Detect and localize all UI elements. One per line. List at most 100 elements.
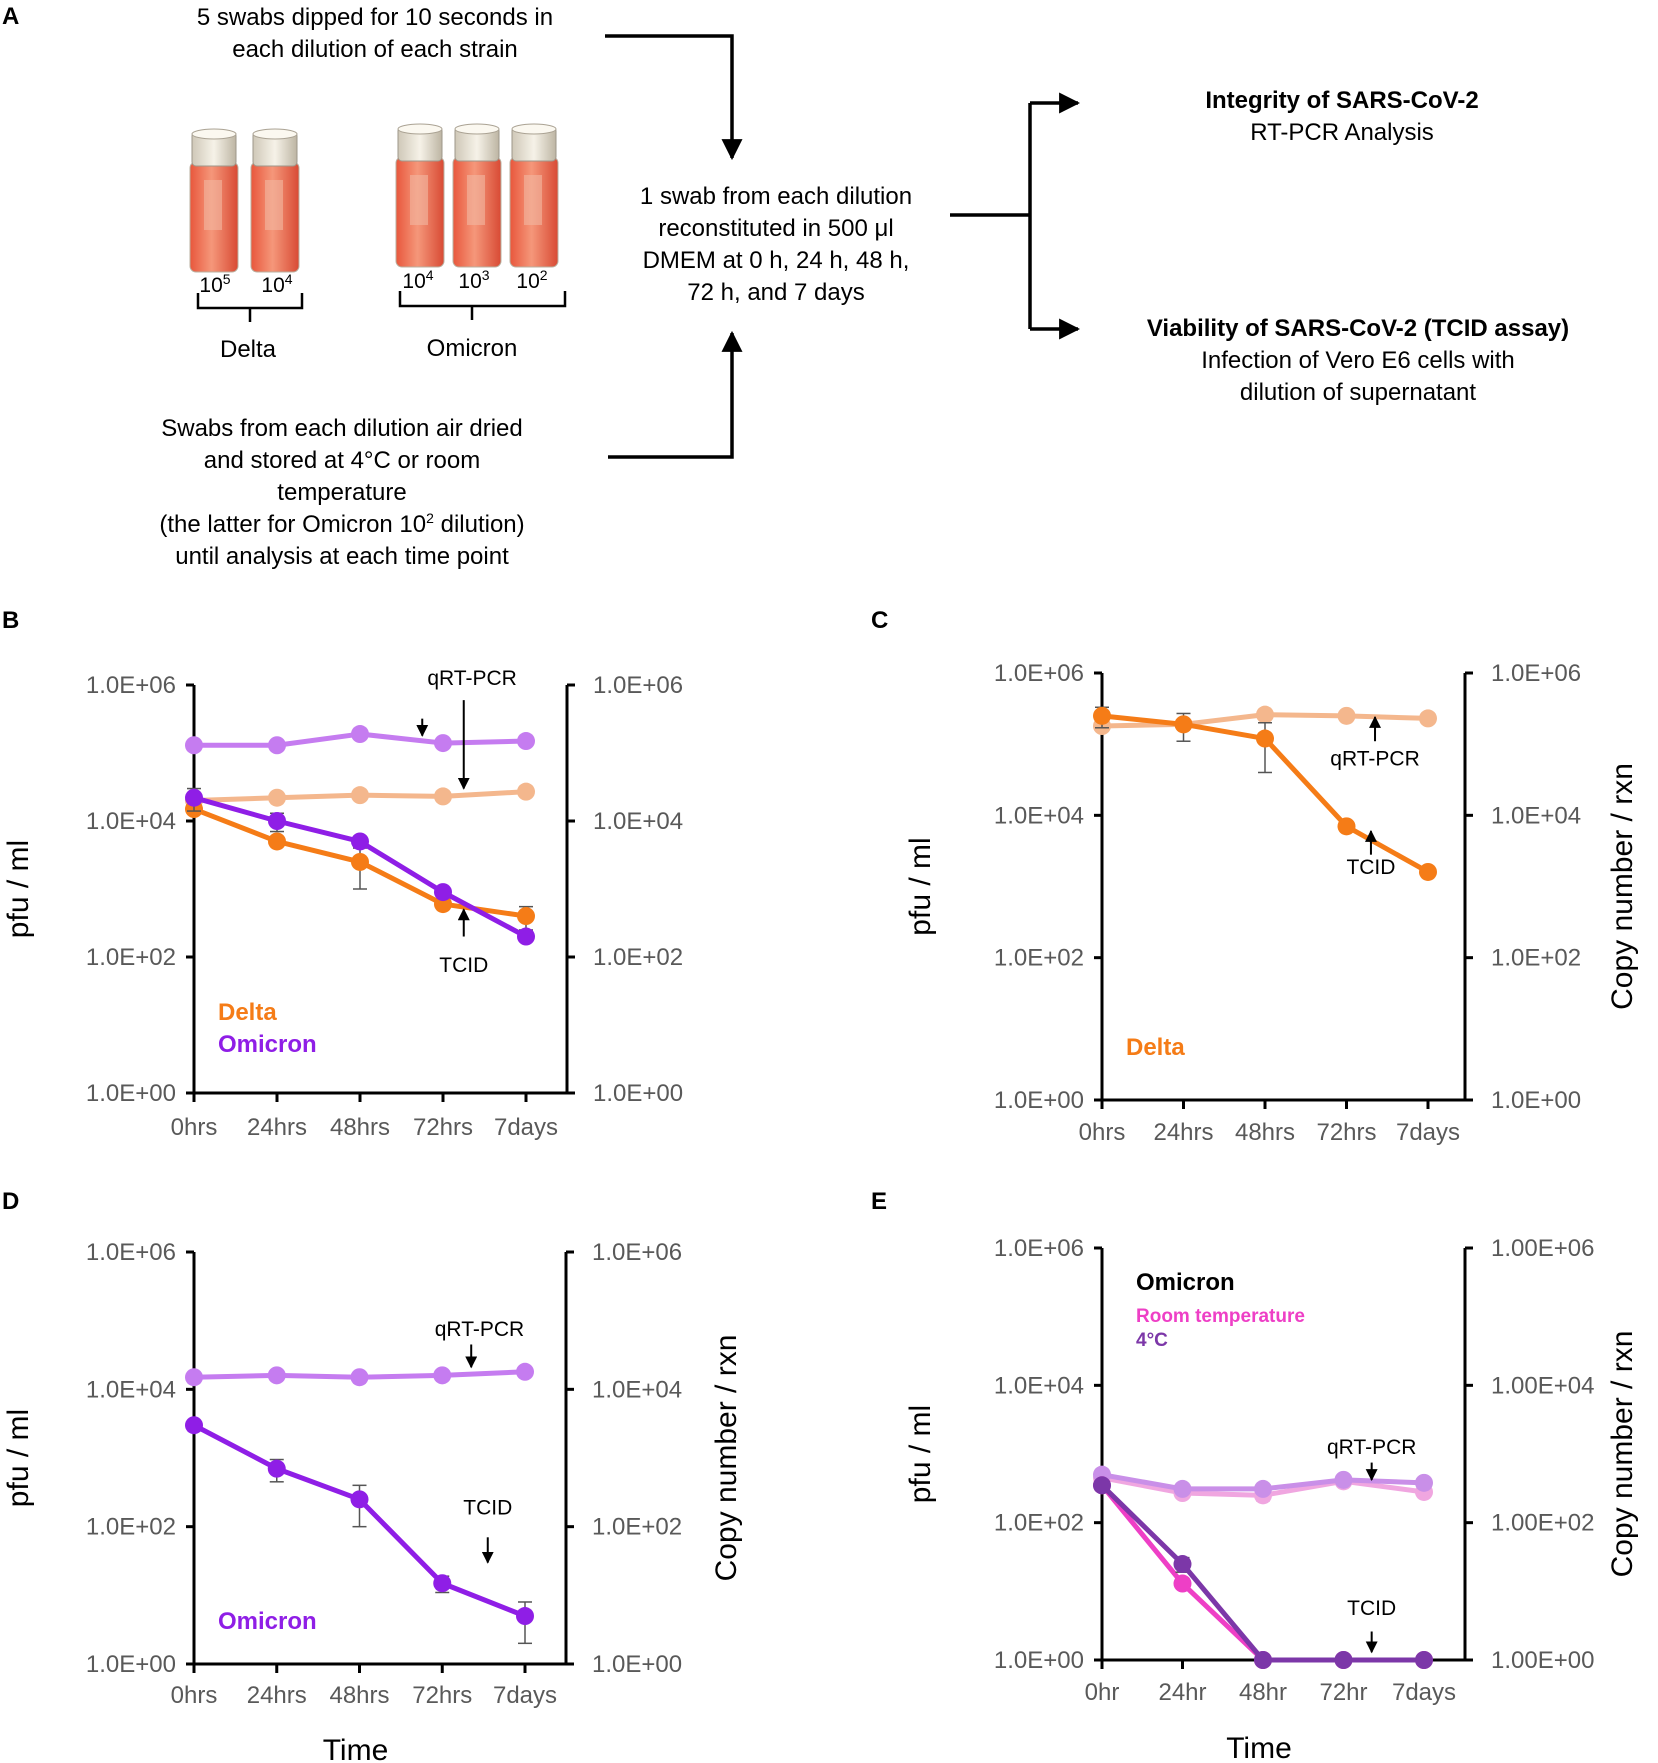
x-tick-label: 7days bbox=[1392, 1679, 1456, 1706]
legend-entry: 4°C bbox=[1136, 1330, 1168, 1351]
legend-entry: Room temperature bbox=[1136, 1306, 1305, 1327]
annotation-qrt-pcr: qRT-PCR bbox=[1330, 715, 1420, 771]
data-point bbox=[517, 927, 535, 946]
top-to-reconstitution-arrow bbox=[605, 34, 743, 161]
data-point bbox=[1337, 817, 1356, 836]
data-point bbox=[185, 1368, 203, 1387]
y-axis-label: pfu / ml bbox=[2, 1409, 35, 1507]
x-axis-label: Time bbox=[1226, 1732, 1292, 1763]
x-tick-label: 48hrs bbox=[1235, 1119, 1295, 1146]
storage-text-line-5: until analysis at each time point bbox=[175, 543, 509, 570]
x-tick-label: 0hrs bbox=[171, 1682, 218, 1709]
legend-entry: Delta bbox=[1126, 1034, 1185, 1061]
sample-tube bbox=[395, 123, 445, 268]
legend-entry: Delta bbox=[218, 999, 277, 1026]
y-tick-label-right: 1.0E+00 bbox=[593, 1080, 683, 1107]
data-point bbox=[1173, 1555, 1192, 1574]
series-delta-pfu bbox=[1093, 706, 1437, 881]
legend-entry: Omicron bbox=[218, 1608, 317, 1635]
storage-text-line-2: and stored at 4°C or room bbox=[204, 447, 480, 474]
annotation-tcid: TCID bbox=[1346, 829, 1395, 879]
reconstitution-text-line-4: 72 h, and 7 days bbox=[687, 279, 864, 306]
x-tick-label: 0hrs bbox=[1079, 1119, 1126, 1146]
y-axis-label: pfu / ml bbox=[904, 1405, 937, 1503]
data-point bbox=[1174, 715, 1193, 734]
panel-letter-d: D bbox=[2, 1188, 19, 1215]
y-tick-label-right: 1.0E+00 bbox=[1491, 1087, 1581, 1114]
reconstitution-text-line-1: 1 swab from each dilution bbox=[640, 183, 912, 210]
tube-label bbox=[524, 175, 542, 225]
tube-cap-top bbox=[397, 123, 443, 135]
y-axis-label: pfu / ml bbox=[2, 840, 35, 938]
chart-panel-c: 1.0E+00 1.0E+00 1.0E+02 1.0E+02 1.0E+04 1.0E+… bbox=[904, 660, 1639, 1146]
x-tick-label: 7days bbox=[494, 1114, 558, 1141]
data-point bbox=[268, 736, 286, 755]
y-tick-label-right: 1.00E+06 bbox=[1491, 1235, 1594, 1262]
series-delta-copy-number bbox=[185, 782, 535, 810]
data-point bbox=[1334, 1470, 1353, 1489]
data-point bbox=[1173, 1479, 1192, 1498]
y-tick-label-right: 1.0E+00 bbox=[592, 1651, 682, 1678]
delta-brace bbox=[196, 293, 304, 322]
y-tick-label-left: 1.0E+02 bbox=[994, 1510, 1084, 1537]
data-point bbox=[433, 1366, 452, 1385]
data-point bbox=[517, 782, 535, 801]
panel-letter-b: B bbox=[2, 607, 19, 634]
x-tick-label: 72hr bbox=[1319, 1679, 1367, 1706]
series-omicron-copy-number bbox=[185, 725, 535, 755]
chart-panel-b: 1.0E+00 1.0E+00 1.0E+02 1.0E+02 1.0E+04 1.0E+… bbox=[2, 667, 683, 1141]
y-tick-label-left: 1.0E+00 bbox=[86, 1651, 176, 1678]
y-tick-label-right: 1.0E+02 bbox=[1491, 945, 1581, 972]
data-point bbox=[1415, 1473, 1433, 1492]
tube-cap-top bbox=[191, 128, 237, 140]
integrity-title: Integrity of SARS-CoV-2 bbox=[1205, 87, 1478, 114]
data-point bbox=[351, 786, 369, 805]
tube-label bbox=[204, 180, 222, 230]
storage-text-line-3: temperature bbox=[277, 479, 406, 506]
y-tick-label-right: 1.00E+04 bbox=[1491, 1372, 1594, 1399]
reconstitution-text-line-3: DMEM at 0 h, 24 h, 48 h, bbox=[643, 247, 910, 274]
tube-cap-top bbox=[454, 123, 500, 135]
omicron-group-label: Omicron bbox=[427, 335, 518, 362]
data-point bbox=[350, 1490, 369, 1509]
annotation-qrt-pcr: qRT-PCR bbox=[1327, 1436, 1416, 1482]
y-tick-label-left: 1.0E+02 bbox=[86, 944, 176, 971]
y-tick-label-left: 1.0E+04 bbox=[86, 1376, 176, 1403]
delta-dilution-labels: 105 104 bbox=[199, 271, 292, 297]
x-axis-label: Time bbox=[323, 1734, 389, 1763]
y-tick-label-left: 1.0E+00 bbox=[994, 1087, 1084, 1114]
sample-tube bbox=[452, 123, 502, 268]
annotation-label: TCID bbox=[1347, 1597, 1396, 1620]
x-tick-label: 7days bbox=[493, 1682, 557, 1709]
branch-connector bbox=[950, 103, 1032, 329]
series-line bbox=[1100, 1483, 1424, 1663]
sample-tube bbox=[189, 128, 239, 273]
panel-a-flowchart: A 5 swabs dipped for 10 seconds in each … bbox=[2, 3, 1569, 570]
y-tick-label-left: 1.0E+02 bbox=[994, 945, 1084, 972]
data-point bbox=[434, 787, 452, 806]
dilution-label: 105 bbox=[199, 271, 230, 297]
annotation-label: TCID bbox=[1346, 856, 1395, 879]
y2-axis-label: Copy number / rxn bbox=[710, 1335, 743, 1582]
y-tick-label-left: 1.0E+02 bbox=[86, 1514, 176, 1541]
y2-axis-label: Copy number / rxn bbox=[1606, 763, 1639, 1010]
annotation-label: qRT-PCR bbox=[427, 667, 516, 690]
data-point bbox=[1256, 729, 1274, 748]
data-point bbox=[1093, 706, 1111, 725]
chart-panel-d: 1.0E+00 1.0E+00 1.0E+02 1.0E+02 1.0E+04 1.0E+… bbox=[2, 1239, 743, 1763]
annotation-label: qRT-PCR bbox=[1327, 1436, 1416, 1459]
y-tick-label-right: 1.00E+00 bbox=[1491, 1647, 1594, 1674]
x-tick-label: 48hrs bbox=[329, 1682, 389, 1709]
swabs-text-line-1: 5 swabs dipped for 10 seconds in bbox=[197, 4, 553, 31]
y-tick-label-right: 1.0E+02 bbox=[593, 944, 683, 971]
legend-entry: Omicron bbox=[1136, 1269, 1235, 1296]
series-omicron-copy-number bbox=[185, 1362, 534, 1387]
tube-cap-top bbox=[252, 128, 298, 140]
y-tick-label-left: 1.0E+04 bbox=[86, 808, 176, 835]
legend-entry: Omicron bbox=[218, 1031, 317, 1058]
x-tick-label: 48hr bbox=[1239, 1679, 1287, 1706]
annotation-tcid: TCID bbox=[439, 908, 488, 977]
x-tick-label: 72hrs bbox=[413, 1114, 473, 1141]
tube-label bbox=[410, 175, 428, 225]
viability-subtitle-line-2: dilution of supernatant bbox=[1240, 379, 1477, 406]
